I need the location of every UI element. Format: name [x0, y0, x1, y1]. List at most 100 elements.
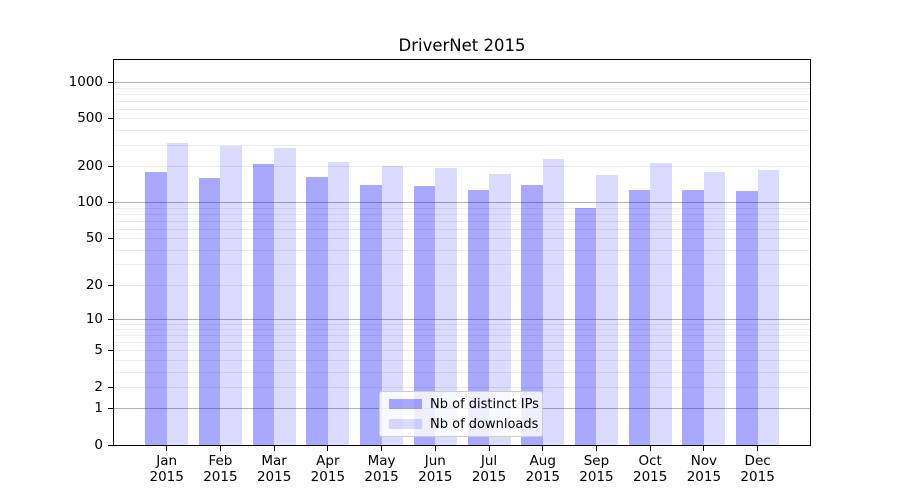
gridline-minor-20 — [114, 284, 810, 286]
x-tick-feb — [219, 446, 221, 451]
bar-downloads-aug — [542, 159, 565, 445]
bar-downloads-oct — [650, 162, 672, 445]
bar-distinct-ips-nov — [682, 189, 704, 445]
gridline-major-100 — [114, 202, 810, 204]
gridline-minor-60 — [114, 228, 810, 230]
gridline-minor-8 — [114, 329, 810, 331]
x-tick-may — [381, 446, 383, 451]
y-tick-20 — [108, 284, 113, 286]
gridline-minor-400 — [114, 130, 810, 132]
x-tick-mar — [273, 446, 275, 451]
y-tick-label-1000: 1000 — [68, 74, 103, 91]
x-tick-label-nov: Nov 2015 — [686, 453, 722, 485]
y-tick-label-5: 5 — [94, 342, 103, 359]
gridline-minor-2 — [114, 386, 810, 388]
legend-label-distinct-ips: Nb of distinct IPs — [430, 396, 539, 412]
y-tick-label-50: 50 — [85, 230, 103, 247]
y-tick-1000 — [108, 82, 113, 84]
x-tick-sep — [595, 446, 597, 451]
gridline-major-10 — [114, 318, 810, 320]
gridline-minor-200 — [114, 166, 810, 168]
x-tick-jan — [166, 446, 168, 451]
y-tick-200 — [108, 166, 113, 168]
plot-area: Nb of distinct IPs Nb of downloads — [113, 59, 811, 446]
gridline-minor-80 — [114, 213, 810, 215]
gridline-minor-800 — [114, 93, 810, 95]
bar-distinct-ips-apr — [306, 177, 328, 445]
y-tick-label-200: 200 — [77, 158, 103, 175]
bar-distinct-ips-sep — [574, 208, 597, 445]
gridline-minor-3 — [114, 371, 810, 373]
bar-distinct-ips-jun — [413, 185, 436, 445]
gridline-minor-40 — [114, 249, 810, 251]
bar-downloads-jan — [166, 143, 189, 445]
x-tick-label-dec: Dec 2015 — [740, 453, 775, 485]
bar-distinct-ips-oct — [628, 190, 651, 445]
bar-downloads-sep — [596, 175, 618, 445]
legend-swatch-downloads — [389, 419, 422, 429]
x-tick-oct — [649, 446, 651, 451]
bar-distinct-ips-jan — [145, 172, 167, 445]
gridline-minor-50 — [114, 238, 810, 240]
y-tick-label-0: 0 — [94, 436, 103, 453]
y-tick-label-500: 500 — [77, 110, 103, 127]
x-tick-aug — [542, 446, 544, 451]
y-tick-label-10: 10 — [85, 310, 103, 327]
bar-distinct-ips-aug — [521, 185, 543, 445]
x-tick-label-jun: Jun 2015 — [418, 453, 453, 485]
y-tick-1 — [108, 408, 113, 410]
x-tick-apr — [327, 446, 329, 451]
gridline-minor-90 — [114, 207, 810, 209]
x-tick-jul — [488, 446, 490, 451]
x-tick-label-apr: Apr 2015 — [310, 453, 346, 485]
gridline-major-1000 — [114, 82, 810, 84]
x-tick-label-jul: Jul 2015 — [471, 453, 507, 485]
legend-row-distinct-ips: Nb of distinct IPs — [389, 397, 542, 412]
bar-distinct-ips-feb — [198, 178, 221, 445]
bar-downloads-mar — [274, 147, 296, 445]
x-tick-jun — [434, 446, 436, 451]
bars-layer — [114, 60, 810, 445]
x-tick-nov — [703, 446, 705, 451]
y-tick-5 — [108, 350, 113, 352]
bar-downloads-nov — [703, 171, 726, 445]
bar-distinct-ips-may — [360, 184, 382, 445]
y-tick-2 — [108, 386, 113, 388]
x-tick-label-feb: Feb 2015 — [203, 453, 238, 485]
gridline-minor-7 — [114, 335, 810, 337]
gridline-minor-5 — [114, 350, 810, 352]
x-tick-label-mar: Mar 2015 — [256, 453, 292, 485]
gridlines — [114, 60, 810, 445]
legend-row-downloads: Nb of downloads — [389, 417, 542, 432]
bar-downloads-may — [381, 165, 404, 445]
bar-distinct-ips-dec — [736, 191, 758, 445]
legend-swatch-distinct-ips — [389, 399, 422, 409]
x-tick-label-jan: Jan 2015 — [149, 453, 184, 485]
y-tick-label-2: 2 — [94, 378, 103, 395]
x-tick-label-oct: Oct 2015 — [632, 453, 668, 485]
gridline-minor-30 — [114, 264, 810, 266]
gridline-minor-500 — [114, 118, 810, 120]
y-tick-10 — [108, 318, 113, 320]
gridline-minor-70 — [114, 220, 810, 222]
bar-downloads-dec — [757, 170, 780, 445]
bar-downloads-feb — [220, 146, 242, 445]
x-tick-label-aug: Aug 2015 — [525, 453, 560, 485]
x-tick-dec — [757, 446, 759, 451]
bar-downloads-apr — [327, 162, 350, 445]
y-tick-50 — [108, 238, 113, 240]
bar-downloads-jul — [489, 174, 511, 445]
gridline-minor-900 — [114, 87, 810, 89]
y-tick-label-100: 100 — [77, 194, 103, 211]
y-tick-500 — [108, 118, 113, 120]
legend-label-downloads: Nb of downloads — [430, 416, 539, 432]
gridline-minor-300 — [114, 145, 810, 147]
bar-downloads-jun — [435, 167, 457, 445]
chart-title: DriverNet 2015 — [398, 36, 526, 55]
x-tick-label-sep: Sep 2015 — [579, 453, 614, 485]
y-tick-label-20: 20 — [85, 276, 103, 293]
gridline-minor-700 — [114, 100, 810, 102]
y-tick-100 — [108, 202, 113, 204]
bar-distinct-ips-jul — [467, 189, 490, 445]
gridline-minor-4 — [114, 360, 810, 362]
